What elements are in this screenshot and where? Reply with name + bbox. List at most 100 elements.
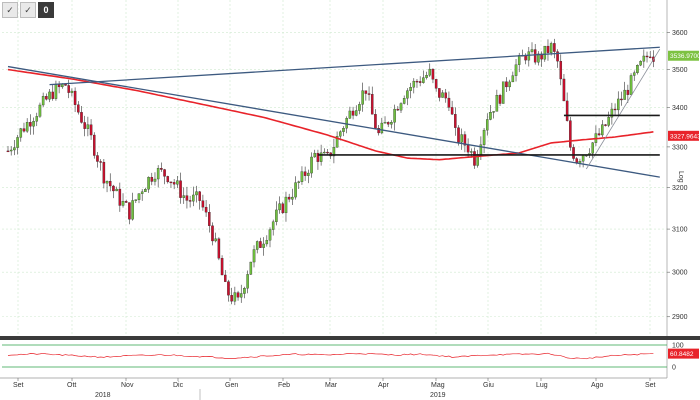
- candle: [166, 175, 170, 184]
- candle-body: [172, 182, 176, 185]
- candle-body: [278, 203, 281, 211]
- candle: [211, 222, 214, 246]
- candle-body: [530, 49, 534, 52]
- candle-body: [134, 199, 138, 201]
- candle-body: [444, 92, 447, 99]
- candle: [99, 159, 102, 171]
- candle: [223, 270, 227, 283]
- candle-body: [514, 64, 518, 76]
- candle: [316, 149, 320, 170]
- y-tick-label: 3000: [672, 270, 688, 277]
- candle-body: [211, 225, 214, 242]
- candle-body: [64, 84, 67, 86]
- candle-body: [533, 49, 537, 63]
- candle-body: [537, 53, 540, 63]
- log-scale-label: Log: [677, 171, 684, 183]
- candle: [473, 147, 476, 169]
- candle-body: [153, 178, 157, 182]
- zero-button[interactable]: 0: [38, 2, 54, 18]
- candle: [121, 193, 125, 208]
- candle: [377, 124, 380, 136]
- candle-body: [300, 171, 304, 182]
- candle: [115, 186, 118, 192]
- candle: [406, 88, 409, 106]
- candle: [220, 255, 224, 276]
- candle: [192, 186, 195, 207]
- candle-body: [415, 80, 419, 83]
- candle: [268, 227, 272, 248]
- candle: [140, 189, 144, 201]
- moving-average-line: [7, 68, 654, 161]
- candle-body: [339, 131, 342, 137]
- candle-body: [182, 195, 186, 198]
- candle-body: [195, 191, 198, 196]
- candle-body: [412, 80, 416, 88]
- x-tick-label: Ott: [67, 382, 76, 389]
- candle: [182, 187, 186, 204]
- candle: [291, 188, 294, 205]
- candle-body: [569, 120, 572, 148]
- candle-body: [470, 151, 473, 153]
- candle: [428, 63, 432, 77]
- candle-body: [99, 161, 102, 163]
- candle: [613, 103, 617, 115]
- candle-body: [128, 202, 131, 220]
- candle: [144, 187, 147, 192]
- x-tick-label: Lug: [536, 382, 548, 389]
- x-tick-label: Set: [13, 382, 24, 389]
- candle-body: [179, 180, 182, 198]
- candle: [128, 202, 131, 225]
- candle-body: [166, 176, 170, 183]
- candle-body: [581, 155, 585, 162]
- candle-body: [13, 147, 16, 151]
- candle: [86, 116, 90, 137]
- candle-body: [447, 97, 451, 108]
- candle: [553, 38, 556, 59]
- check-icon-1[interactable]: ✓: [2, 2, 18, 18]
- candle-body: [6, 150, 10, 153]
- candle-body: [367, 93, 371, 95]
- candle: [300, 166, 304, 185]
- candle: [447, 91, 451, 112]
- candle: [348, 106, 352, 120]
- candle: [438, 88, 441, 102]
- candle: [307, 169, 310, 184]
- candle: [556, 49, 559, 68]
- candle-body: [9, 149, 13, 152]
- candle-body: [543, 45, 547, 60]
- candle: [9, 146, 13, 156]
- candle: [134, 199, 138, 204]
- candle-body: [243, 288, 246, 294]
- candle-body: [118, 188, 122, 206]
- candle-body: [61, 84, 64, 88]
- candle: [153, 172, 157, 186]
- candle-body: [597, 133, 601, 136]
- candle-body: [67, 85, 70, 93]
- candle: [332, 138, 336, 164]
- candle: [313, 149, 316, 158]
- candle: [32, 117, 35, 135]
- candle-body: [645, 55, 649, 58]
- candle-body: [370, 94, 374, 115]
- candle: [444, 88, 447, 103]
- candle-body: [498, 95, 502, 104]
- candle-body: [406, 90, 409, 99]
- candle: [639, 60, 642, 67]
- candle: [45, 93, 48, 101]
- candle: [22, 122, 26, 133]
- candle: [198, 190, 201, 210]
- candle: [294, 176, 297, 200]
- check-icon-2[interactable]: ✓: [20, 2, 36, 18]
- oscillator-line: [7, 352, 654, 360]
- candle-body: [402, 98, 406, 104]
- candle-body: [386, 122, 390, 125]
- candle: [246, 270, 249, 294]
- candle-body: [220, 258, 224, 276]
- candle: [620, 91, 623, 106]
- candle: [179, 172, 182, 204]
- candle-body: [284, 196, 288, 214]
- candle-body: [198, 191, 201, 201]
- candle: [147, 176, 150, 193]
- candle-body: [517, 55, 521, 65]
- candle: [29, 114, 32, 135]
